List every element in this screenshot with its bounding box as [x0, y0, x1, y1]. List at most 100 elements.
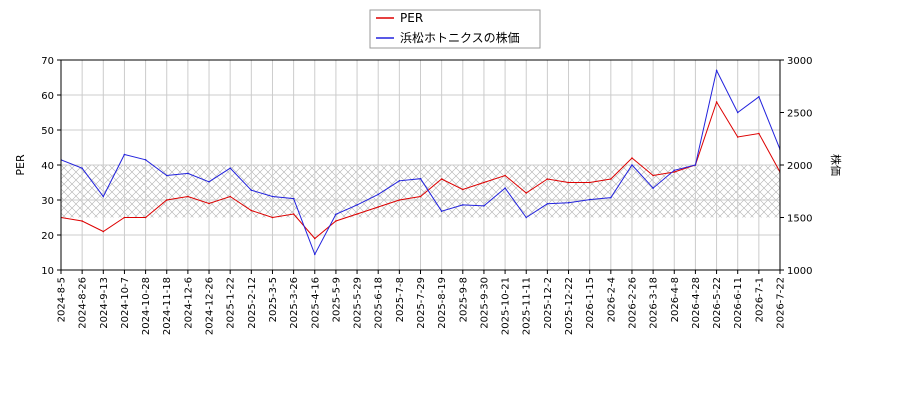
per-point: [715, 101, 718, 103]
left-tick-label: 20: [41, 231, 54, 242]
price-point: [483, 205, 485, 207]
price-point: [144, 159, 147, 161]
per-point: [673, 171, 676, 173]
x-tick-label: 2025-2-12: [247, 277, 258, 329]
x-tick-label: 2025-3-5: [268, 277, 279, 322]
per-point: [652, 174, 654, 177]
right-tick-label: 1500: [787, 214, 812, 225]
price-point: [208, 181, 210, 183]
x-tick-label: 2025-10-21: [501, 277, 512, 335]
plot-area: [60, 59, 781, 271]
x-tick-label: 2024-8-26: [78, 277, 89, 329]
per-point: [440, 178, 443, 180]
per-point: [483, 181, 485, 184]
x-tick-label: 2025-8-19: [437, 277, 448, 329]
per-point: [462, 188, 464, 191]
per-point: [631, 157, 633, 159]
price-point: [187, 172, 189, 175]
x-tick-label: 2026-2-26: [627, 277, 638, 329]
price-point: [314, 253, 316, 256]
price-point: [588, 198, 591, 201]
x-tick-label: 2025-9-30: [479, 277, 490, 329]
left-tick-label: 50: [41, 126, 54, 137]
price-point: [546, 203, 549, 205]
left-tick-label: 40: [41, 161, 54, 172]
price-point: [525, 216, 527, 219]
right-axis-title: 株価: [829, 154, 843, 176]
price-point: [652, 187, 654, 189]
x-tick-label: 2026-5-22: [712, 277, 723, 329]
series-layer: [61, 69, 780, 256]
per-point: [567, 181, 570, 184]
price-point: [165, 174, 168, 177]
x-axis: 2024-8-5 2024-8-26 2024-9-13 2024-10-7 2024-…: [57, 270, 787, 335]
per-point: [736, 136, 739, 138]
x-tick-label: 2026-3-18: [649, 277, 660, 329]
x-tick-label: 2026-7-22: [776, 277, 787, 329]
per-point: [588, 181, 591, 184]
left-axis-title: PER: [14, 154, 27, 176]
left-tick-label: 60: [41, 91, 54, 102]
price-point: [440, 210, 443, 212]
price-point: [631, 164, 633, 166]
x-tick-label: 2025-4-16: [310, 277, 321, 329]
legend-box: [369, 9, 541, 49]
price-point: [81, 167, 83, 169]
price-point: [250, 189, 253, 191]
x-tick-label: 2024-12-6: [183, 277, 194, 329]
x-tick-label: 2026-4-8: [670, 277, 681, 322]
legend-label-price: 浜松ホトニクスの株価: [400, 30, 520, 45]
x-tick-label: 2024-11-18: [162, 277, 173, 335]
x-tick-label: 2025-7-29: [416, 277, 427, 329]
per-point: [144, 216, 147, 219]
price-point: [758, 96, 760, 98]
price-point: [610, 196, 612, 199]
per-point: [123, 216, 126, 219]
per-point: [546, 178, 549, 180]
price-point: [462, 204, 464, 206]
per-point: [610, 178, 612, 180]
per-point: [102, 230, 105, 233]
price-point: [673, 169, 676, 172]
x-tick-label: 2025-12-22: [564, 277, 575, 335]
price-point: [292, 197, 295, 200]
legend: PER 浜松ホトニクスの株価: [369, 9, 541, 49]
x-tick-label: 2025-5-29: [353, 277, 364, 329]
price-point: [715, 69, 718, 72]
left-tick-label: 10: [41, 266, 54, 277]
x-tick-label: 2026-4-28: [691, 277, 702, 329]
x-tick-label: 2025-7-8: [395, 277, 406, 322]
price-point: [229, 167, 231, 169]
price-point: [398, 180, 401, 182]
x-tick-label: 2025-3-26: [289, 277, 300, 329]
right-tick-label: 2500: [787, 109, 812, 120]
right-tick-label: 2000: [787, 161, 812, 172]
per-point: [356, 213, 358, 215]
x-tick-label: 2026-6-11: [733, 277, 744, 329]
per-point: [377, 206, 380, 208]
per-point: [525, 192, 527, 194]
per-point: [758, 132, 760, 135]
x-tick-label: 2025-6-18: [374, 277, 385, 329]
x-tick-label: 2025-5-9: [331, 277, 342, 322]
per-point: [81, 220, 83, 222]
x-tick-label: 2025-11-11: [522, 277, 533, 335]
per-point: [335, 220, 337, 222]
per-point: [271, 216, 274, 219]
x-tick-label: 2024-8-5: [57, 277, 68, 322]
per-point: [398, 199, 401, 201]
left-tick-label: 70: [41, 56, 54, 67]
price-point: [356, 204, 358, 206]
per-point: [250, 209, 253, 212]
x-tick-label: 2025-12-2: [543, 277, 554, 329]
right-tick-label: 1000: [787, 266, 812, 277]
x-tick-label: 2024-10-28: [141, 277, 152, 335]
right-axis: 1000 1500 2000 2500 3000: [780, 56, 812, 277]
per-point: [187, 195, 189, 198]
x-tick-label: 2026-1-15: [585, 277, 596, 329]
per-point: [208, 202, 210, 205]
x-tick-label: 2024-9-13: [99, 277, 110, 329]
per-point: [419, 195, 422, 198]
left-tick-label: 30: [41, 196, 54, 207]
